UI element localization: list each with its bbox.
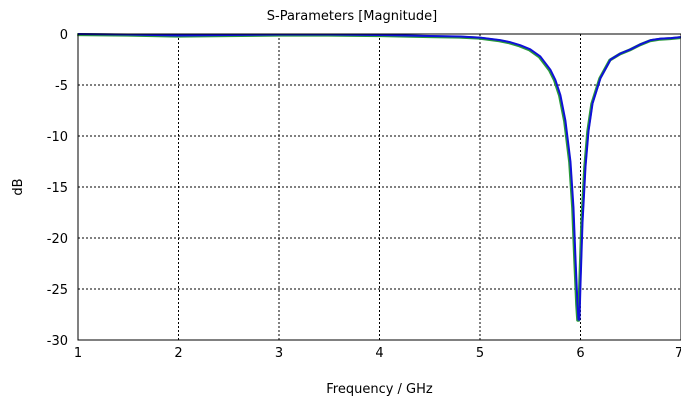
chart-title: S-Parameters [Magnitude]: [267, 9, 438, 24]
x-tick-label: 6: [576, 346, 584, 361]
tick-labels: 1 2 3 4 5 6 7 0 -5 -10 -15 -20 -25 -30: [47, 28, 681, 361]
grid-lines: [78, 34, 681, 340]
series-line: [77, 33, 681, 321]
x-tick-label: 5: [476, 346, 484, 361]
x-tick-label: 4: [375, 346, 383, 361]
plot-frame: [77, 33, 681, 341]
y-tick-label: -15: [47, 181, 68, 196]
y-tick-label: -25: [47, 283, 68, 298]
x-tick-label: 3: [275, 346, 283, 361]
series-line-underlay: [77, 33, 681, 322]
y-tick-label: -5: [55, 79, 68, 94]
y-tick-label: 0: [60, 28, 68, 43]
y-tick-label: -10: [47, 130, 68, 145]
y-tick-label: -20: [47, 232, 68, 247]
x-axis-label: Frequency / GHz: [326, 382, 433, 397]
y-axis-label: dB: [11, 178, 26, 195]
x-tick-label: 2: [174, 346, 182, 361]
y-tick-label: -30: [47, 334, 68, 349]
x-tick-label: 1: [74, 346, 82, 361]
series-lines: [77, 33, 681, 322]
x-tick-label: 7: [675, 346, 681, 361]
